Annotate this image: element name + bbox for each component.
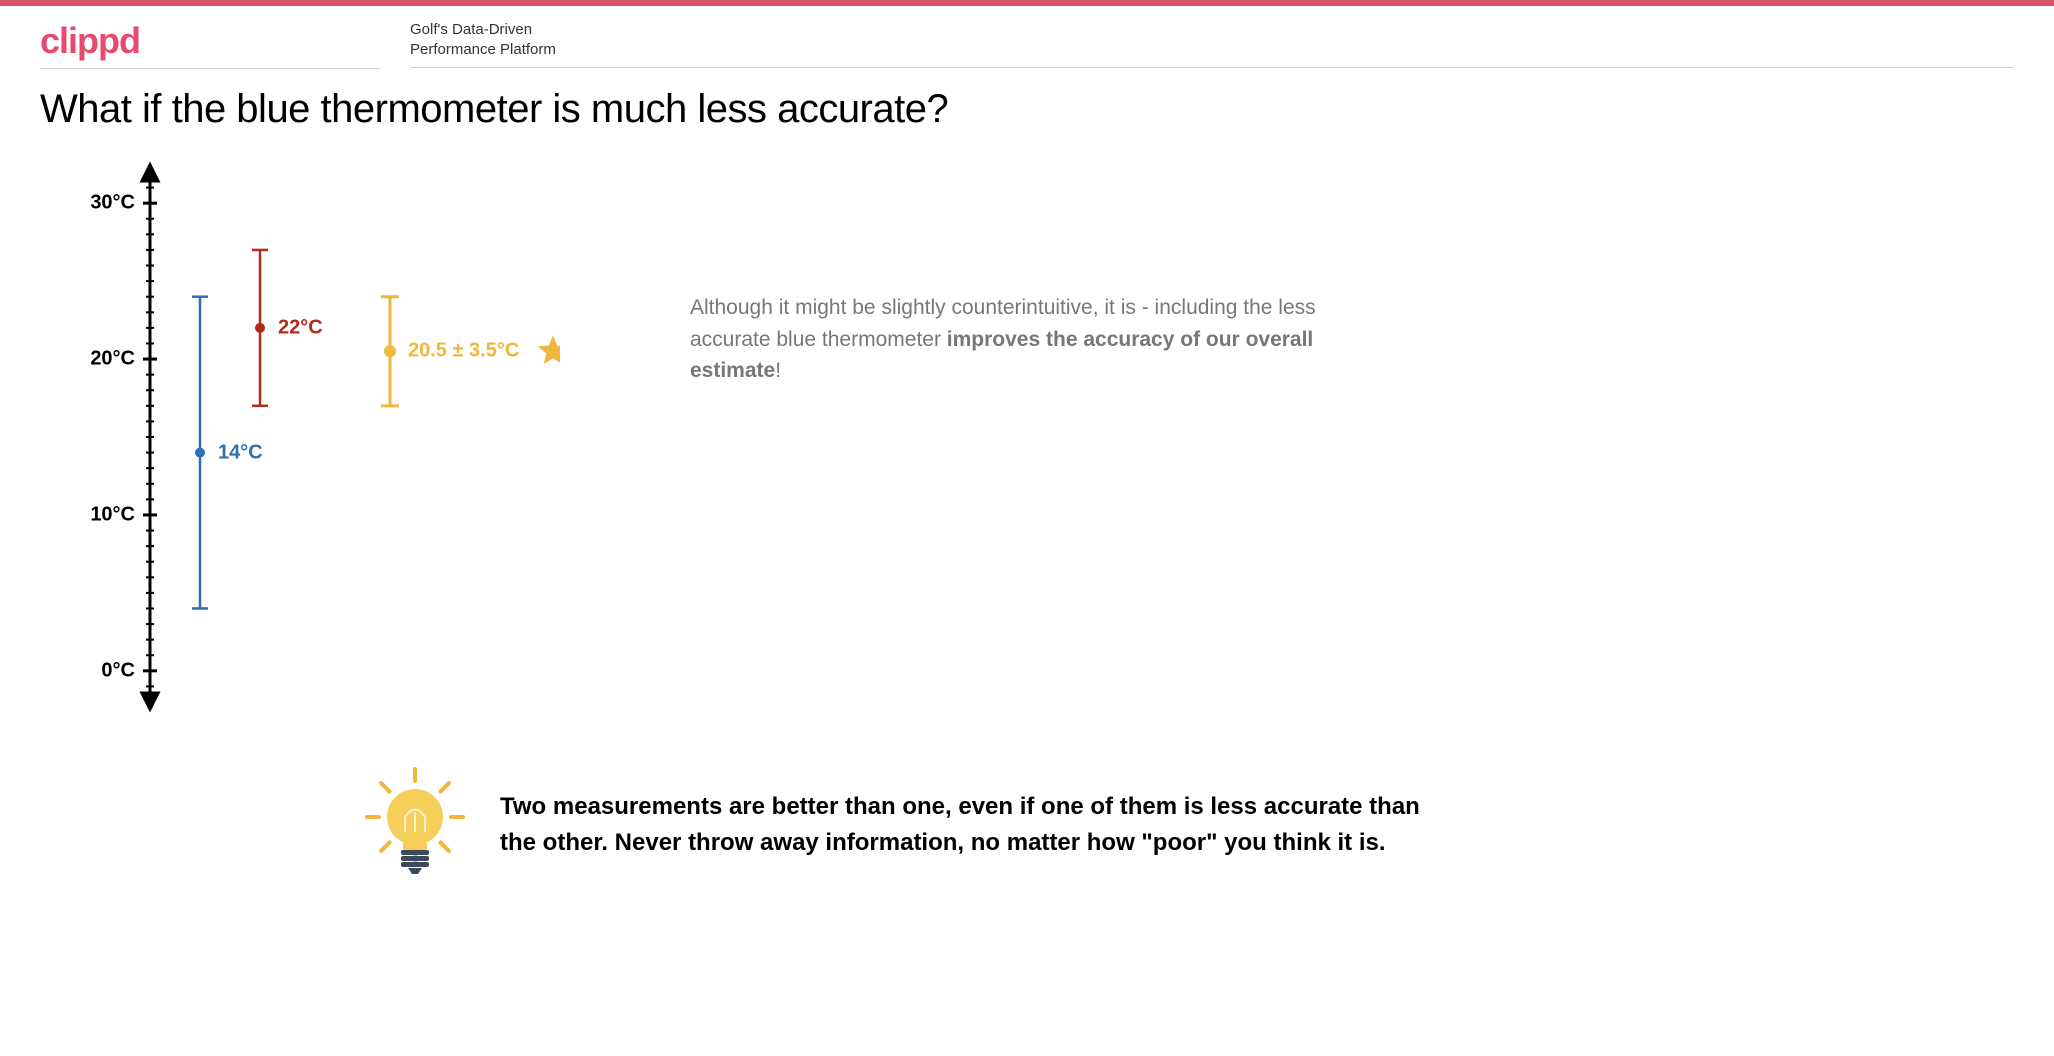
explanation-column: Although it might be slightly counterint…	[690, 162, 2014, 722]
axis-tick-label: 20°C	[75, 348, 135, 371]
tagline-line1: Golf's Data-Driven	[410, 20, 2014, 40]
explanation-text: Although it might be slightly counterint…	[690, 292, 1330, 387]
series-label-combined: 20.5 ± 3.5°C	[408, 340, 519, 363]
axis-tick-label: 10°C	[75, 503, 135, 526]
chart-svg	[40, 162, 560, 722]
takeaway-row: Two measurements are better than one, ev…	[360, 762, 1420, 887]
star-icon	[538, 335, 560, 364]
axis-tick-label: 30°C	[75, 192, 135, 215]
logo-block: clippd	[40, 20, 380, 69]
content-row: 0°C 10°C 20°C 30°C 14°C 22°C 20.5 ± 3.5°C Alth…	[0, 142, 2054, 722]
lightbulb-svg	[360, 762, 470, 882]
page-title: What if the blue thermometer is much les…	[0, 69, 2054, 142]
header: clippd Golf's Data-Driven Performance Pl…	[0, 6, 2054, 69]
thermometer-chart: 0°C 10°C 20°C 30°C 14°C 22°C 20.5 ± 3.5°C	[40, 162, 560, 722]
chart-column: 0°C 10°C 20°C 30°C 14°C 22°C 20.5 ± 3.5°C	[40, 162, 660, 722]
logo-divider	[40, 68, 380, 69]
takeaway-text: Two measurements are better than one, ev…	[500, 789, 1420, 861]
series-label-blue: 14°C	[218, 441, 263, 464]
axis-tick-label: 0°C	[75, 659, 135, 682]
tagline-block: Golf's Data-Driven Performance Platform	[410, 20, 2014, 68]
logo-text: clippd	[40, 20, 380, 62]
tagline-divider	[410, 67, 2014, 68]
lightbulb-icon	[360, 762, 470, 887]
explain-post: !	[775, 359, 781, 382]
tagline-line2: Performance Platform	[410, 40, 2014, 60]
series-label-red: 22°C	[278, 316, 323, 339]
